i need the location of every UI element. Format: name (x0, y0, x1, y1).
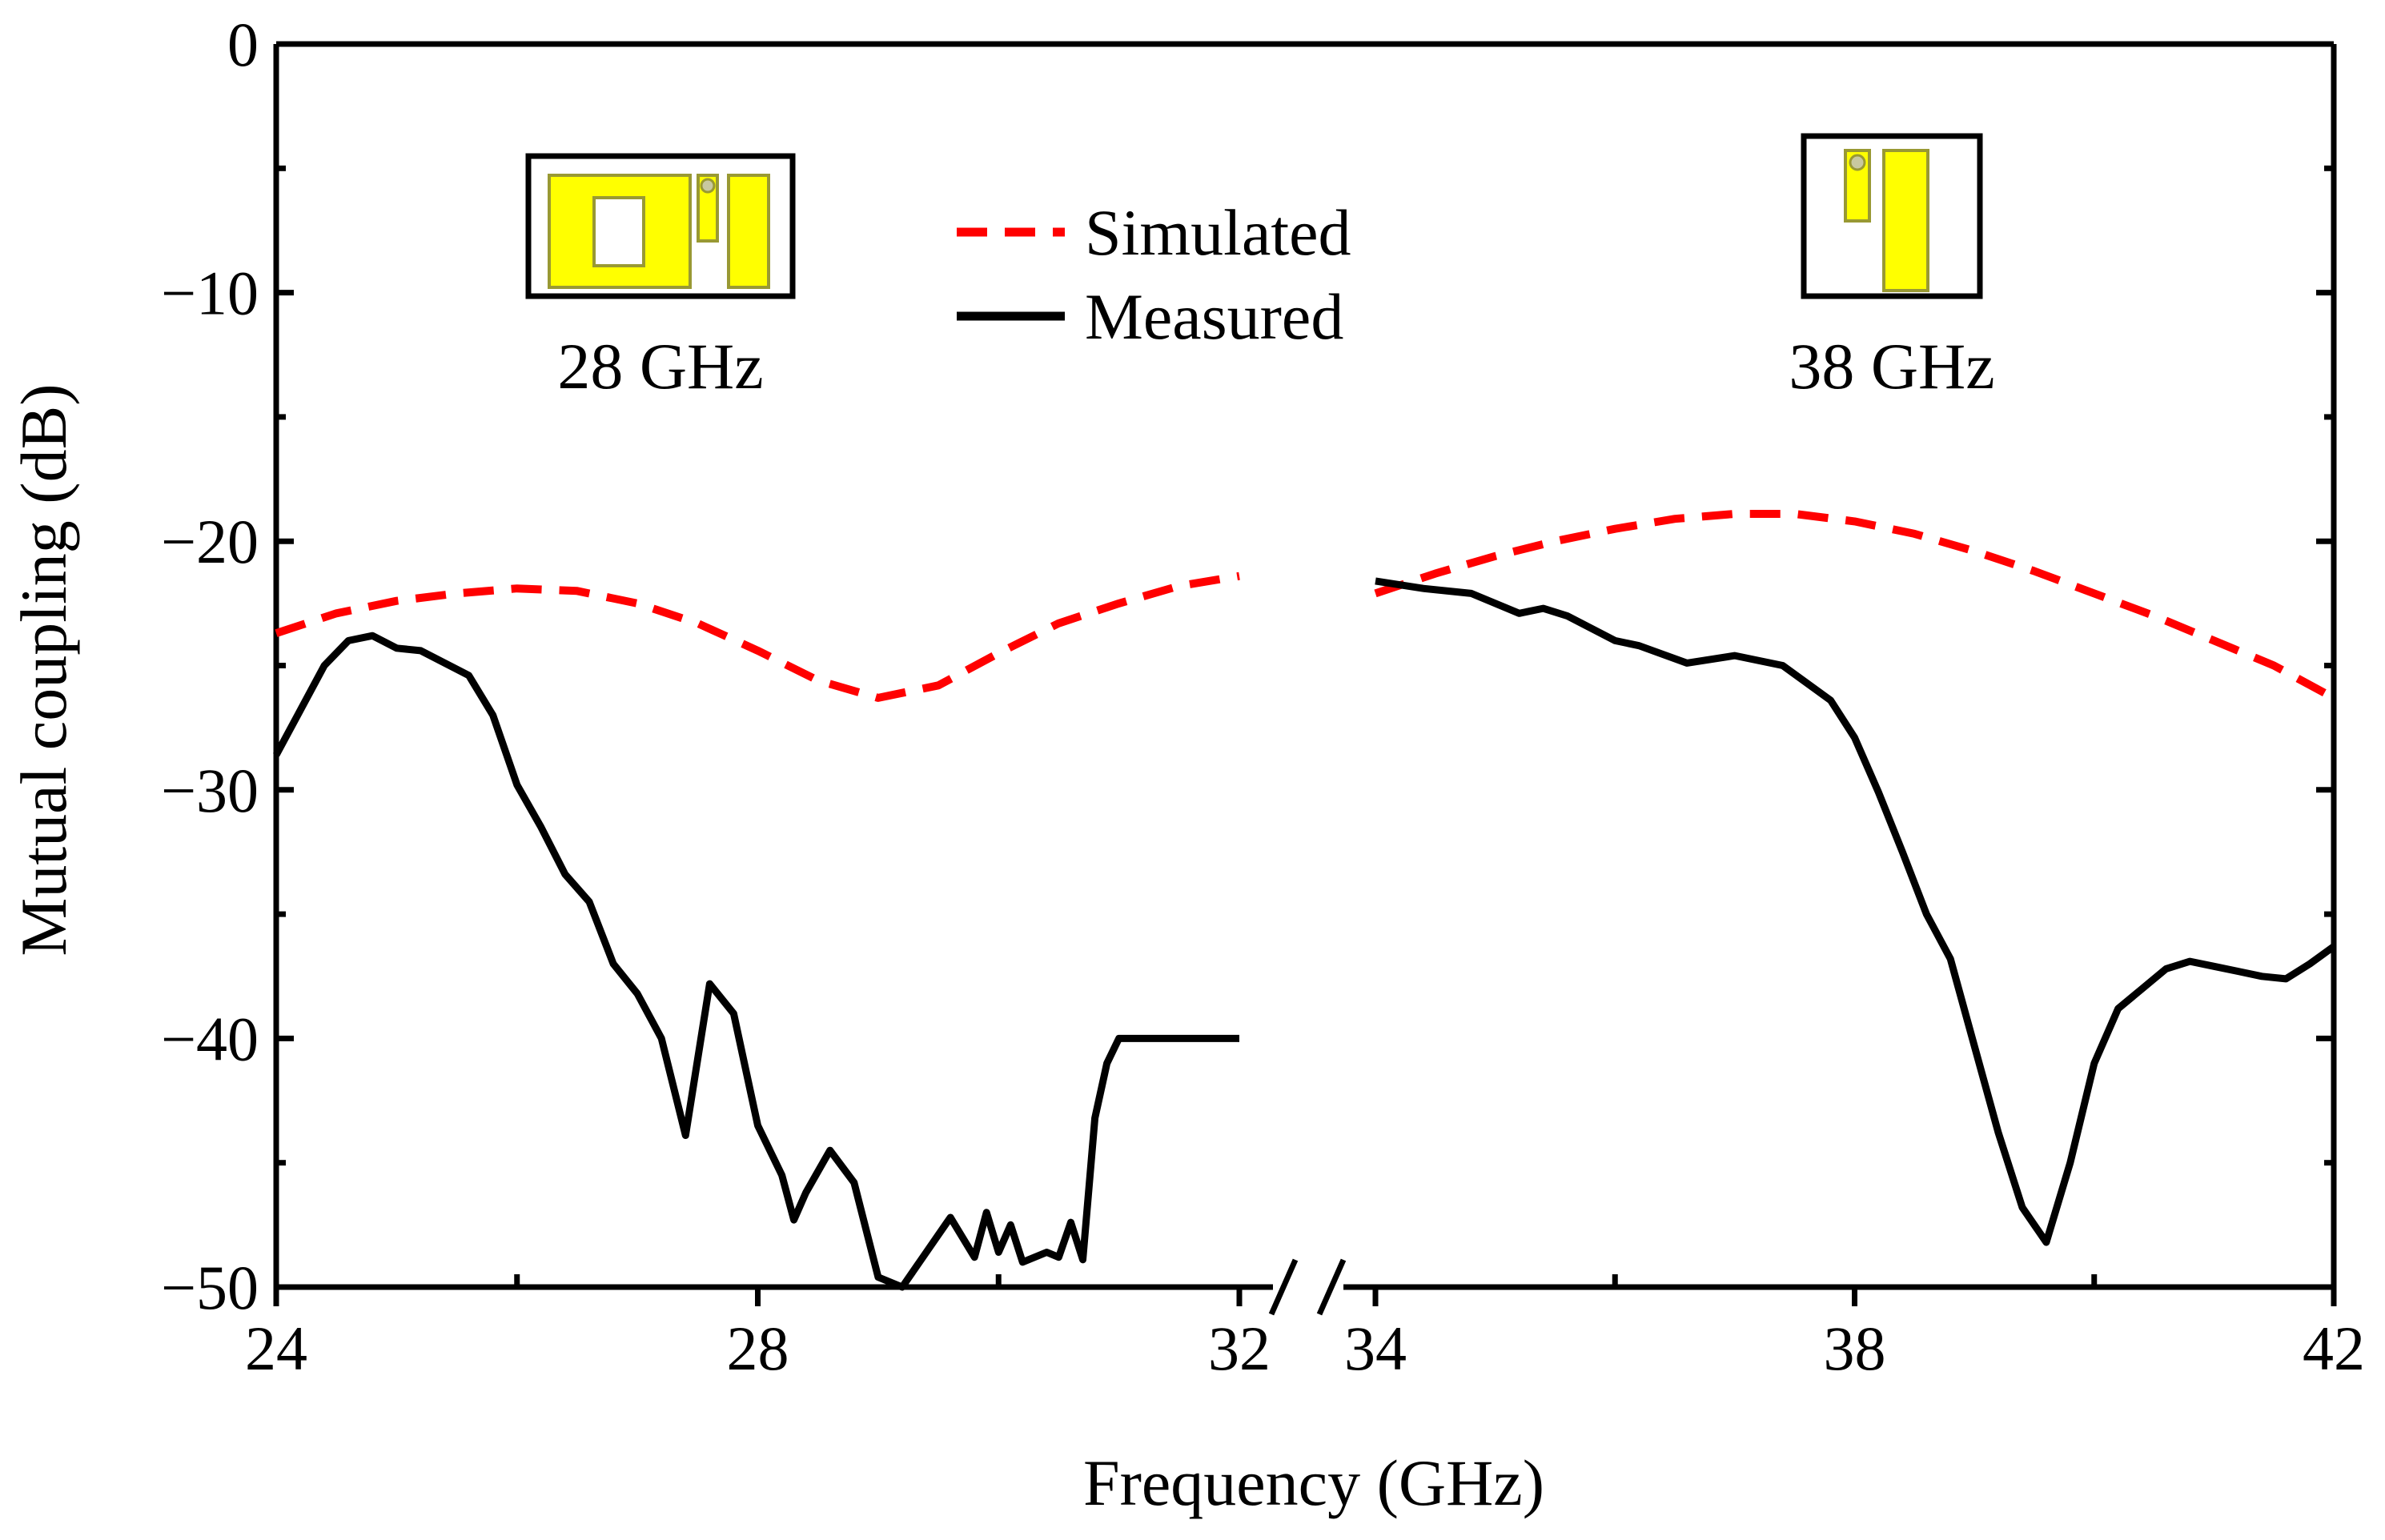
inset-38ghz-label: 38 GHz (1789, 330, 1994, 403)
inset-38ghz-antenna: 38 GHz (1789, 133, 1995, 403)
inset-28ghz-parasitic (727, 174, 770, 289)
inset-28ghz-antenna: 28 GHz (525, 153, 796, 403)
data-series (273, 510, 2336, 1291)
inset-38ghz-feed-point (1849, 154, 1866, 171)
inset-38ghz-patch (1882, 149, 1929, 292)
x-tick-label: 28 (727, 1313, 789, 1383)
x-tick-label: 32 (1208, 1313, 1271, 1383)
y-tick-label: −30 (161, 756, 259, 825)
inset-28ghz-slot (592, 196, 645, 267)
legend-label-measured: Measured (1085, 280, 1343, 353)
y-tick-label: −10 (161, 259, 259, 328)
legend-label-simulated: Simulated (1085, 196, 1351, 269)
y-tick-label: 0 (227, 10, 259, 79)
axis-ticks (273, 41, 2337, 1306)
series-simulated-line (275, 571, 1240, 702)
series-simulated-line (1374, 510, 2336, 702)
legend: Simulated Measured (957, 196, 1351, 353)
y-tick-label: −50 (161, 1253, 259, 1322)
x-tick-label: 24 (245, 1313, 307, 1383)
x-tick-label: 34 (1344, 1313, 1407, 1383)
series-measured-line (1375, 577, 2336, 1246)
x-tick-label: 38 (1824, 1313, 1886, 1383)
axis-break-mark-2 (1316, 1258, 1347, 1316)
y-tick-label: −40 (161, 1004, 259, 1073)
inset-28ghz-label: 28 GHz (557, 330, 763, 403)
axis-break-mark-1 (1268, 1258, 1299, 1316)
y-axis-title: Mutual coupling (dB) (7, 383, 80, 956)
x-axis-title: Frequency (GHz) (1083, 1446, 1544, 1519)
x-tick-label: 42 (2303, 1313, 2365, 1383)
inset-28ghz-feed-point (700, 178, 716, 194)
series-measured-line (273, 632, 1239, 1291)
y-tick-label: −20 (161, 507, 259, 576)
